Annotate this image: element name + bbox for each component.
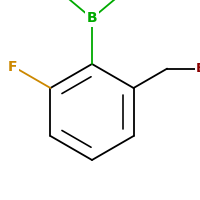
Text: Br: Br [196, 62, 200, 75]
Text: F: F [8, 60, 18, 74]
Text: B: B [87, 11, 97, 25]
